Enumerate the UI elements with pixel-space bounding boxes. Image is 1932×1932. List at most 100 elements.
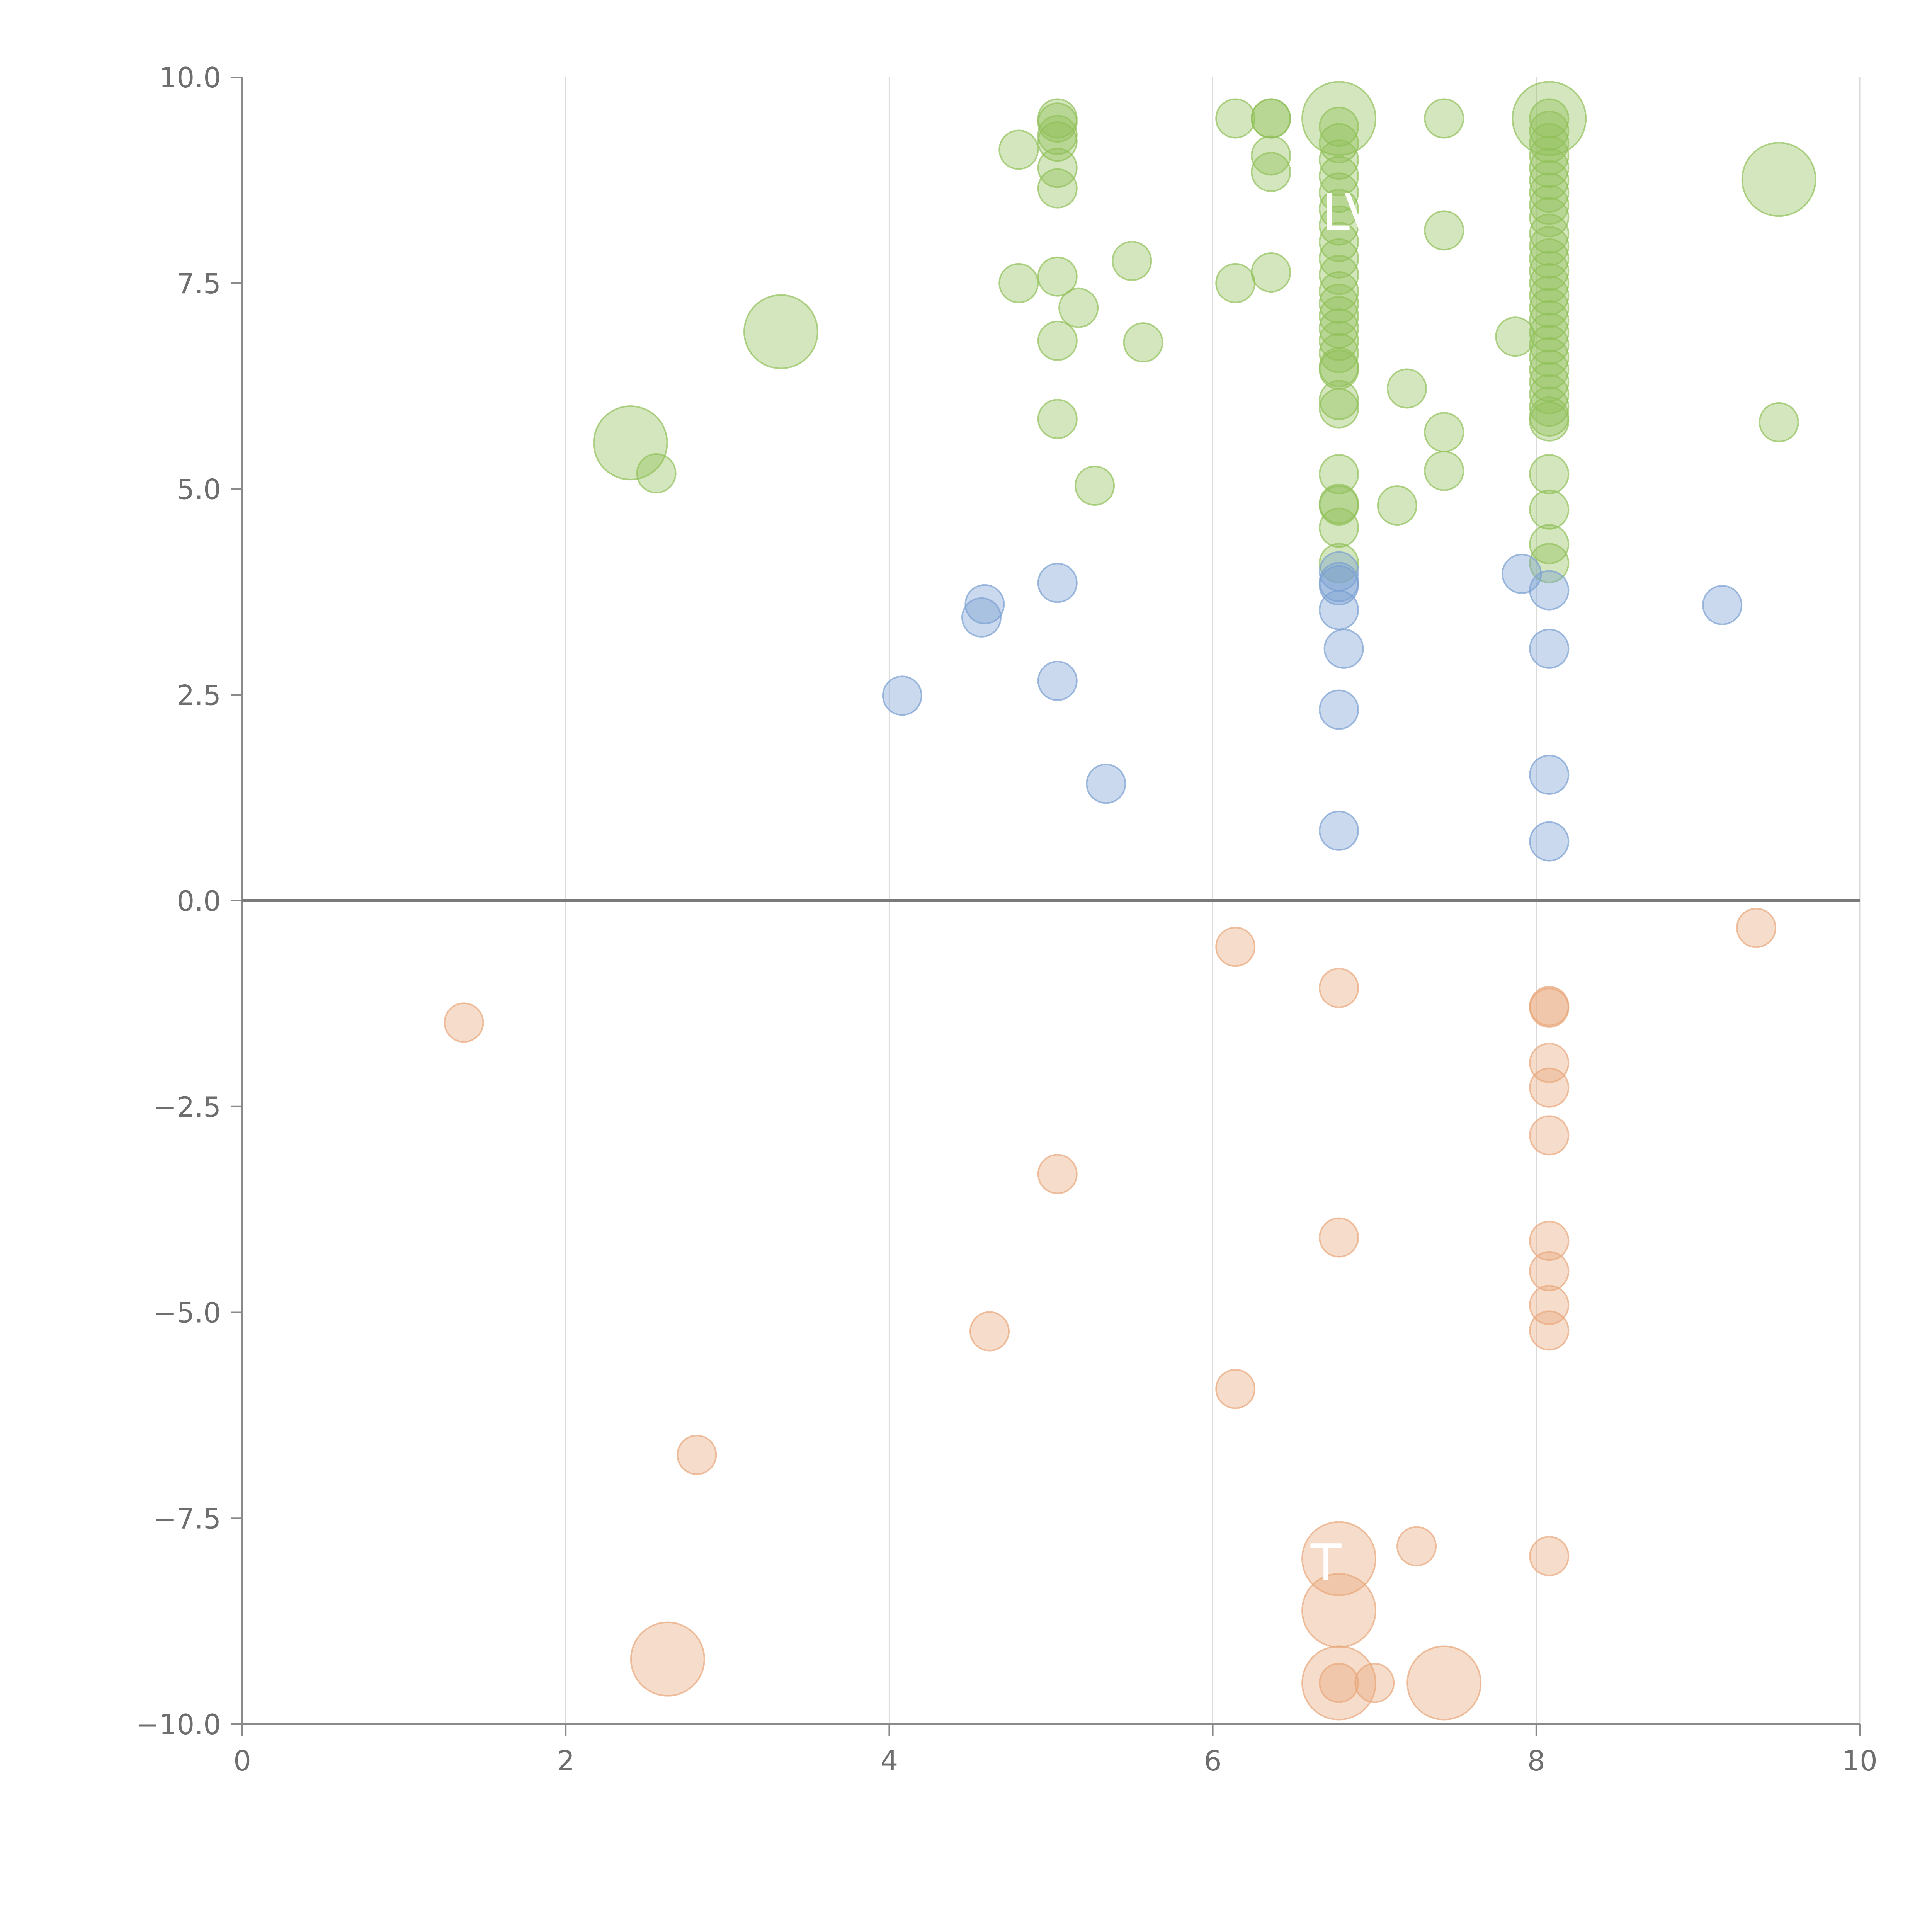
orange-point-1 bbox=[1301, 1573, 1377, 1648]
green-point-30 bbox=[1424, 451, 1464, 491]
point-label-1: LV bbox=[1322, 183, 1379, 242]
green-point-39 bbox=[1319, 156, 1359, 196]
orange-point-4 bbox=[630, 1621, 705, 1697]
blue-point-10 bbox=[1323, 628, 1364, 669]
green-point-14 bbox=[1251, 98, 1291, 139]
orange-point-6 bbox=[1215, 927, 1256, 967]
blue-point-17 bbox=[1529, 821, 1570, 862]
blue-point-1 bbox=[961, 597, 1002, 638]
orange-point-19 bbox=[1529, 1310, 1570, 1351]
green-point-80 bbox=[1529, 337, 1570, 378]
green-point-27 bbox=[1495, 316, 1536, 357]
green-point-47 bbox=[1319, 284, 1359, 324]
green-point-29 bbox=[1424, 412, 1464, 452]
green-point-82 bbox=[1529, 362, 1570, 402]
green-point-59 bbox=[1319, 507, 1359, 548]
green-point-73 bbox=[1529, 250, 1570, 291]
green-point-75 bbox=[1529, 275, 1570, 316]
green-point-87 bbox=[1529, 454, 1570, 495]
blue-point-3 bbox=[882, 675, 922, 716]
green-point-41 bbox=[1319, 189, 1359, 229]
orange-point-24 bbox=[1529, 1536, 1570, 1577]
green-point-16 bbox=[1251, 152, 1291, 192]
orange-point-16 bbox=[1529, 1221, 1570, 1261]
orange-point-7 bbox=[1319, 968, 1359, 1008]
orange-point-25 bbox=[1319, 1663, 1359, 1703]
x-tick-label-4: 8 bbox=[1527, 1745, 1545, 1777]
x-tick-label-5: 10 bbox=[1842, 1745, 1878, 1777]
green-point-74 bbox=[1529, 263, 1570, 303]
green-point-69 bbox=[1529, 197, 1570, 238]
green-point-34 bbox=[636, 453, 677, 494]
green-point-51 bbox=[1319, 333, 1359, 373]
y-tick-label-5: −2.5 bbox=[153, 1091, 221, 1123]
point-label-3: C bbox=[670, 1578, 705, 1637]
orange-point-17 bbox=[1529, 1251, 1570, 1291]
x-tick-label-1: 2 bbox=[557, 1745, 575, 1777]
orange-point-0 bbox=[1301, 1521, 1377, 1596]
green-point-58 bbox=[1319, 485, 1359, 526]
green-point-2 bbox=[1741, 142, 1816, 217]
green-point-33 bbox=[1075, 465, 1115, 506]
green-point-48 bbox=[1319, 296, 1359, 336]
y-tick-label-2: 5.0 bbox=[177, 473, 221, 506]
green-point-26 bbox=[1424, 210, 1464, 251]
green-point-17 bbox=[1424, 98, 1464, 139]
y-tick-label-3: 2.5 bbox=[177, 679, 221, 711]
blue-point-0 bbox=[964, 584, 1005, 624]
green-point-66 bbox=[1529, 160, 1570, 201]
x-tick-label-2: 4 bbox=[880, 1745, 898, 1777]
green-point-72 bbox=[1529, 238, 1570, 279]
green-point-67 bbox=[1529, 172, 1570, 213]
green-point-55 bbox=[1319, 388, 1359, 429]
green-point-28 bbox=[1386, 368, 1427, 409]
blue-point-4 bbox=[1037, 661, 1078, 701]
green-point-32 bbox=[1037, 399, 1078, 439]
green-point-19 bbox=[998, 263, 1039, 303]
orange-point-10 bbox=[1529, 988, 1570, 1028]
green-point-40 bbox=[1319, 172, 1359, 213]
orange-point-22 bbox=[677, 1435, 717, 1475]
orange-point-8 bbox=[1736, 908, 1777, 948]
green-point-25 bbox=[1251, 252, 1291, 293]
green-point-3 bbox=[743, 294, 818, 369]
blue-point-12 bbox=[1319, 810, 1359, 851]
blue-point-8 bbox=[1319, 565, 1359, 605]
green-point-56 bbox=[1319, 454, 1359, 495]
green-point-81 bbox=[1529, 349, 1570, 390]
green-point-4 bbox=[593, 405, 668, 481]
green-point-84 bbox=[1529, 386, 1570, 427]
green-point-9 bbox=[1037, 148, 1078, 188]
y-tick-label-1: 7.5 bbox=[177, 267, 221, 300]
green-point-68 bbox=[1529, 185, 1570, 225]
green-point-76 bbox=[1529, 287, 1570, 328]
orange-point-14 bbox=[1037, 1154, 1078, 1194]
orange-point-21 bbox=[1215, 1369, 1256, 1409]
green-point-37 bbox=[1319, 123, 1359, 163]
green-point-70 bbox=[1529, 213, 1570, 254]
green-point-18 bbox=[1112, 241, 1152, 281]
green-point-61 bbox=[1529, 98, 1570, 139]
green-point-42 bbox=[1319, 205, 1359, 246]
green-point-63 bbox=[1529, 123, 1570, 163]
point-label-2: T bbox=[1310, 1533, 1342, 1592]
green-point-77 bbox=[1529, 300, 1570, 340]
y-tick-label-4: 0.0 bbox=[177, 885, 221, 917]
orange-point-18 bbox=[1529, 1285, 1570, 1325]
green-point-20 bbox=[1037, 256, 1078, 297]
x-tick-label-3: 6 bbox=[1204, 1745, 1222, 1777]
blue-point-14 bbox=[1529, 570, 1570, 611]
green-point-36 bbox=[1319, 106, 1359, 147]
y-tick-label-8: −10.0 bbox=[136, 1708, 221, 1741]
orange-point-11 bbox=[1529, 1043, 1570, 1083]
blue-point-9 bbox=[1319, 590, 1359, 630]
green-point-21 bbox=[1058, 287, 1099, 328]
orange-point-3 bbox=[1406, 1645, 1482, 1721]
blue-point-18 bbox=[1702, 585, 1743, 625]
green-point-62 bbox=[1529, 111, 1570, 151]
green-point-78 bbox=[1529, 312, 1570, 353]
x-tick-label-0: 0 bbox=[233, 1745, 251, 1777]
point-label-0: o bbox=[591, 360, 622, 418]
green-point-71 bbox=[1529, 226, 1570, 266]
